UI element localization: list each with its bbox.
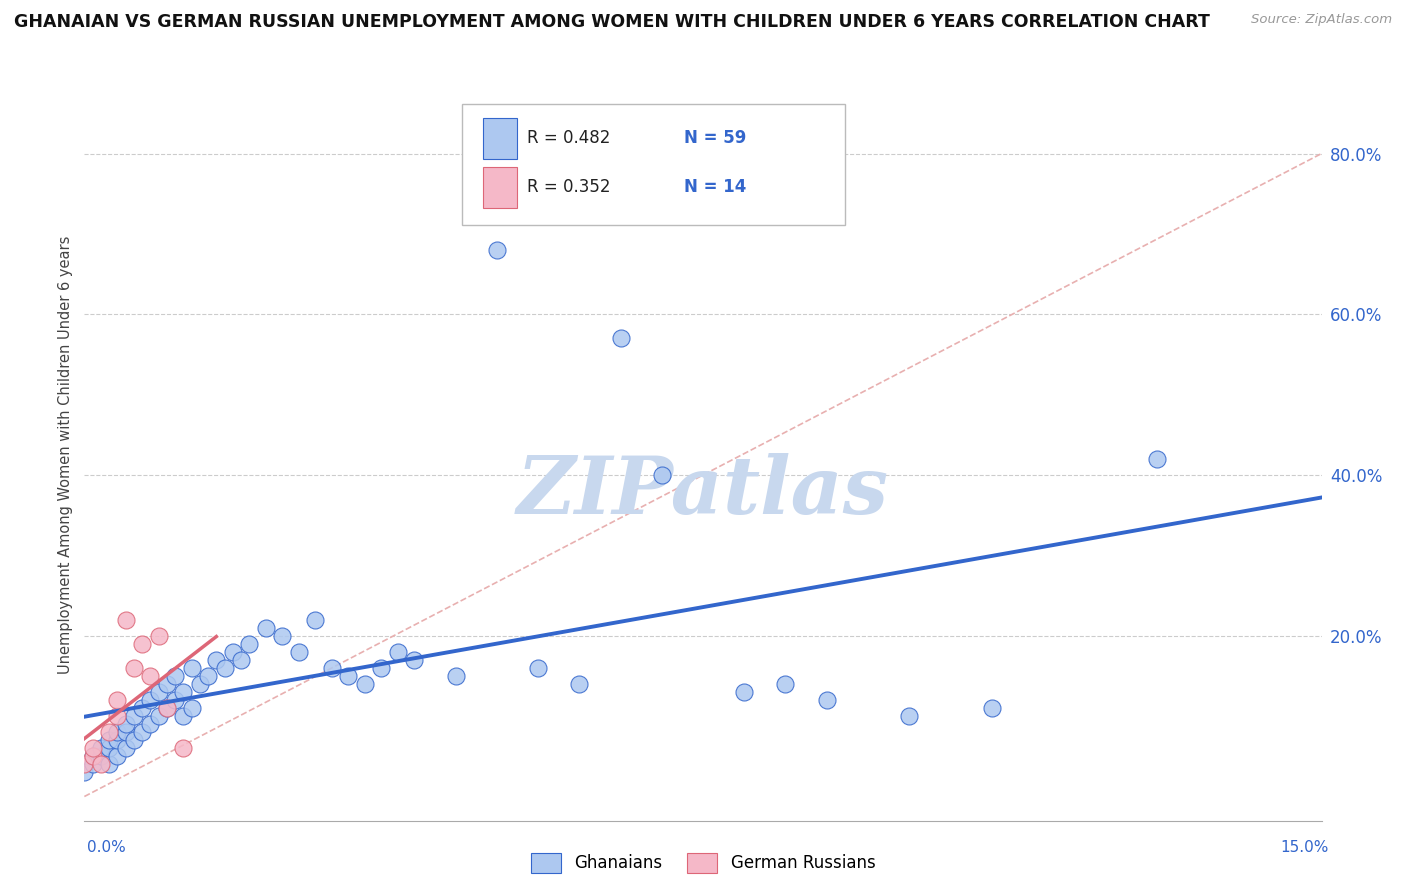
Point xyxy=(527,661,550,675)
Point xyxy=(651,468,673,483)
Point xyxy=(131,701,153,715)
Point xyxy=(139,717,162,731)
Point xyxy=(815,693,838,707)
Point xyxy=(73,757,96,772)
FancyBboxPatch shape xyxy=(461,103,845,225)
Text: 15.0%: 15.0% xyxy=(1281,840,1329,855)
Point xyxy=(238,637,260,651)
Point xyxy=(609,331,631,345)
Point xyxy=(172,741,194,756)
Point xyxy=(775,677,797,691)
Text: ZIPatlas: ZIPatlas xyxy=(517,453,889,530)
Point xyxy=(98,733,121,747)
Point xyxy=(131,637,153,651)
Point xyxy=(114,717,136,731)
Point xyxy=(122,661,145,675)
Point xyxy=(304,613,326,627)
Point xyxy=(82,741,104,756)
Point xyxy=(485,243,508,257)
Point xyxy=(148,685,170,699)
Point xyxy=(980,701,1002,715)
Text: 0.0%: 0.0% xyxy=(87,840,127,855)
Legend: Ghanaians, German Russians: Ghanaians, German Russians xyxy=(524,847,882,880)
Point xyxy=(898,709,921,723)
Point xyxy=(165,693,187,707)
Point xyxy=(90,749,112,764)
Point xyxy=(165,669,187,683)
Point xyxy=(568,677,591,691)
Point xyxy=(156,677,179,691)
Point xyxy=(370,661,392,675)
Point xyxy=(98,741,121,756)
Text: Source: ZipAtlas.com: Source: ZipAtlas.com xyxy=(1251,13,1392,27)
Point xyxy=(404,653,426,667)
Point xyxy=(82,757,104,772)
Text: R = 0.352: R = 0.352 xyxy=(527,178,610,196)
Point xyxy=(180,661,202,675)
Y-axis label: Unemployment Among Women with Children Under 6 years: Unemployment Among Women with Children U… xyxy=(58,235,73,674)
Point xyxy=(148,709,170,723)
Point xyxy=(229,653,252,667)
Point xyxy=(222,645,245,659)
Point xyxy=(254,621,277,635)
Point xyxy=(82,749,104,764)
Point xyxy=(156,701,179,715)
Point xyxy=(1146,452,1168,467)
Point xyxy=(288,645,311,659)
Point xyxy=(321,661,343,675)
Point xyxy=(114,613,136,627)
Point xyxy=(337,669,360,683)
Text: GHANAIAN VS GERMAN RUSSIAN UNEMPLOYMENT AMONG WOMEN WITH CHILDREN UNDER 6 YEARS : GHANAIAN VS GERMAN RUSSIAN UNEMPLOYMENT … xyxy=(14,13,1211,31)
Point xyxy=(139,669,162,683)
FancyBboxPatch shape xyxy=(482,168,517,208)
Point xyxy=(180,701,202,715)
Point xyxy=(82,749,104,764)
Point xyxy=(387,645,409,659)
FancyBboxPatch shape xyxy=(482,119,517,159)
Point xyxy=(172,709,194,723)
Point xyxy=(156,701,179,715)
Point xyxy=(105,725,128,739)
Point xyxy=(353,677,375,691)
Point xyxy=(131,725,153,739)
Point xyxy=(733,685,755,699)
Point xyxy=(105,693,128,707)
Point xyxy=(271,629,294,643)
Point xyxy=(188,677,211,691)
Text: R = 0.482: R = 0.482 xyxy=(527,129,610,147)
Point xyxy=(114,741,136,756)
Point xyxy=(172,685,194,699)
Point xyxy=(98,757,121,772)
Text: N = 59: N = 59 xyxy=(685,129,747,147)
Point xyxy=(444,669,467,683)
Point xyxy=(214,661,236,675)
Point xyxy=(197,669,219,683)
Point xyxy=(73,765,96,780)
Point xyxy=(105,709,128,723)
Point xyxy=(114,725,136,739)
Point xyxy=(90,741,112,756)
Point xyxy=(98,725,121,739)
Point xyxy=(139,693,162,707)
Point xyxy=(105,749,128,764)
Point xyxy=(122,709,145,723)
Text: N = 14: N = 14 xyxy=(685,178,747,196)
Point xyxy=(90,757,112,772)
Point xyxy=(205,653,228,667)
Point xyxy=(105,733,128,747)
Point xyxy=(148,629,170,643)
Point xyxy=(122,733,145,747)
